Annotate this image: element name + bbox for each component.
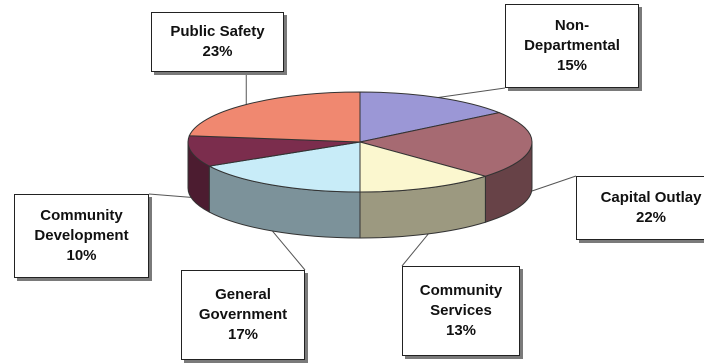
pie-slice-public-safety bbox=[188, 91, 361, 143]
label-general-government: General Government 17% bbox=[181, 270, 305, 360]
leader-community-development bbox=[148, 193, 192, 198]
leader-general-government bbox=[272, 230, 306, 271]
label-public-safety-value: 23% bbox=[202, 43, 233, 60]
label-capital-outlay-value: 22% bbox=[635, 209, 667, 226]
pie-slice-general-government bbox=[207, 141, 361, 193]
label-community-development-value: 10% bbox=[66, 247, 97, 264]
label-non-departmental-name-2: Departmental bbox=[524, 37, 620, 54]
callout-leader-lines bbox=[148, 72, 577, 271]
label-community-services-value: 13% bbox=[445, 322, 477, 339]
label-public-safety: Public Safety 23% bbox=[151, 12, 284, 72]
pie-slice-community-development bbox=[187, 135, 361, 167]
label-general-government-value: 17% bbox=[227, 326, 259, 343]
leader-capital-outlay bbox=[531, 175, 577, 192]
pie-top-faces bbox=[187, 91, 533, 193]
label-general-government-name-1: General bbox=[215, 286, 271, 303]
label-community-services-name-2: Services bbox=[430, 302, 492, 319]
label-community-development: Community Development 10% bbox=[14, 194, 149, 278]
label-non-departmental-value: 15% bbox=[556, 57, 588, 74]
label-community-development-name-1: Community bbox=[40, 207, 123, 224]
label-community-services: Community Services 13% bbox=[402, 266, 520, 356]
leader-community-services bbox=[401, 233, 429, 267]
label-non-departmental: Non- Departmental 15% bbox=[505, 4, 639, 88]
label-capital-outlay: Capital Outlay 22% bbox=[576, 176, 704, 240]
label-capital-outlay-name: Capital Outlay bbox=[600, 189, 702, 206]
label-general-government-name-2: Government bbox=[198, 306, 288, 323]
pie-slice-non-departmental bbox=[359, 91, 501, 143]
label-public-safety-name: Public Safety bbox=[170, 23, 265, 40]
pie-slice-community-services bbox=[359, 141, 488, 193]
label-community-development-name-2: Development bbox=[34, 227, 129, 244]
leader-non-departmental bbox=[438, 87, 506, 98]
label-non-departmental-name-1: Non- bbox=[554, 17, 590, 34]
pie-slice-capital-outlay bbox=[359, 112, 533, 177]
label-community-services-name-1: Community bbox=[419, 282, 503, 299]
